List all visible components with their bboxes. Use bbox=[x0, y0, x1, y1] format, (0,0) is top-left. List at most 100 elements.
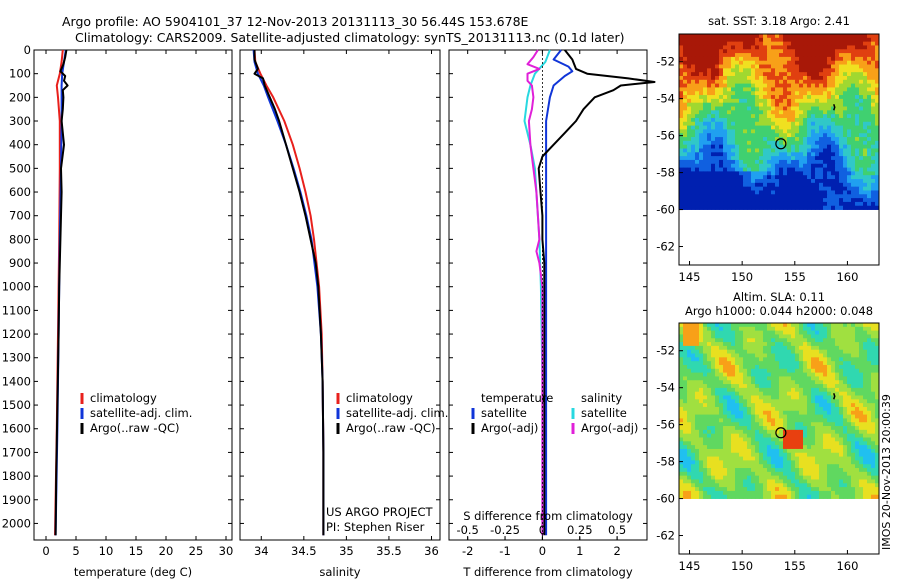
sla-map-cell bbox=[699, 448, 704, 454]
sst-map-cell bbox=[771, 114, 776, 119]
sla-map-cell bbox=[791, 410, 796, 415]
sst-map-cell bbox=[719, 41, 724, 46]
sst-map-cell bbox=[807, 175, 812, 180]
sst-map-cell bbox=[839, 148, 844, 153]
sla-map-cell bbox=[871, 410, 876, 415]
sst-map-cell bbox=[739, 98, 744, 104]
sla-map-cell bbox=[803, 437, 808, 442]
sst-map-cell bbox=[731, 121, 736, 126]
sla-map-cell bbox=[759, 353, 764, 358]
sla-map-cell bbox=[867, 429, 872, 435]
sst-map-cell bbox=[687, 45, 692, 50]
sla-map-cell bbox=[855, 429, 860, 435]
sla-map-cell bbox=[815, 323, 820, 328]
sst-map-cell bbox=[719, 129, 724, 134]
sla-map-cell bbox=[779, 326, 784, 332]
sst-map-cell bbox=[867, 102, 872, 107]
sst-map-cell bbox=[703, 41, 708, 46]
sst-map-cell bbox=[755, 179, 760, 184]
sla-map-cell bbox=[731, 437, 736, 442]
sst-map-cell bbox=[715, 198, 720, 203]
temperature-ytick-label: 0 bbox=[24, 43, 31, 57]
sla-map-cell bbox=[683, 468, 688, 473]
sst-map-cell bbox=[851, 83, 856, 88]
sst-map-cell bbox=[683, 75, 688, 81]
sst-map-cell bbox=[863, 205, 868, 210]
sst-map-cell bbox=[763, 137, 768, 142]
sla-map-cell bbox=[691, 448, 696, 454]
sst-map-cell bbox=[791, 60, 796, 65]
sst-map-cell bbox=[779, 114, 784, 119]
sst-map-cell bbox=[811, 152, 816, 157]
sla-map-cell bbox=[867, 349, 872, 354]
sst-map-cell bbox=[715, 117, 720, 123]
sst-map-cell bbox=[835, 95, 840, 100]
sla-map-cell bbox=[831, 342, 836, 347]
sst-map-cell bbox=[699, 140, 704, 146]
sst-map-cell bbox=[859, 198, 864, 203]
sla-map-cell bbox=[819, 456, 824, 461]
sla-map-cell bbox=[799, 399, 804, 404]
sst-map-cell bbox=[727, 159, 732, 165]
sla-map-cell bbox=[839, 342, 844, 347]
sst-map-cell bbox=[723, 64, 728, 69]
sst-map-cell bbox=[711, 190, 716, 195]
sst-map-cell bbox=[715, 79, 720, 85]
sla-map-cell bbox=[703, 460, 708, 465]
sst-map-cell bbox=[687, 87, 692, 92]
sla-map-cell bbox=[835, 330, 840, 335]
sst-map-cell bbox=[711, 37, 716, 43]
sst-map-cell bbox=[775, 98, 780, 104]
sst-map-cell bbox=[771, 45, 776, 50]
sla-map-cell bbox=[847, 479, 852, 484]
sst-map-cell bbox=[691, 117, 696, 123]
sst-map-cell bbox=[743, 106, 748, 111]
sst-map-cell bbox=[755, 194, 760, 199]
sla-map-cell bbox=[687, 338, 692, 343]
sst-map-cell bbox=[863, 190, 868, 195]
sst-map-cell bbox=[859, 175, 864, 180]
sst-map-cell bbox=[819, 182, 824, 188]
sst-map-cell bbox=[779, 37, 784, 43]
sla-map-cell bbox=[815, 391, 820, 396]
sst-map-cell bbox=[767, 167, 772, 172]
sst-map-cell bbox=[715, 64, 720, 69]
sst-map-cell bbox=[683, 49, 688, 54]
sst-map-cell bbox=[811, 53, 816, 58]
sst-map-cell bbox=[707, 125, 712, 130]
sla-map-cell bbox=[847, 403, 852, 408]
sst-map-cell bbox=[839, 152, 844, 157]
sst-map-cell bbox=[707, 171, 712, 176]
sst-map-cell bbox=[827, 182, 832, 188]
sla-map-cell bbox=[847, 399, 852, 404]
sst-map-cell bbox=[815, 186, 820, 191]
sst-map-cell bbox=[695, 148, 700, 153]
sst-map-cell bbox=[679, 182, 684, 188]
sst-map-cell bbox=[823, 140, 828, 146]
sla-map-cell bbox=[835, 334, 840, 339]
sst-map-cell bbox=[871, 152, 876, 157]
sst-map-cell bbox=[847, 83, 852, 88]
sla-map-cell bbox=[811, 342, 816, 347]
sst-map-cell bbox=[731, 95, 736, 100]
sla-map-cell bbox=[679, 345, 684, 351]
sst-map-cell bbox=[751, 49, 756, 54]
sst-map-cell bbox=[779, 167, 784, 172]
sla-map-cell bbox=[723, 433, 728, 438]
sst-map-cell bbox=[823, 125, 828, 130]
sst-map-cell bbox=[811, 95, 816, 100]
sst-map-cell bbox=[759, 56, 764, 62]
sst-map-cell bbox=[811, 34, 816, 39]
sla-map-cell bbox=[747, 361, 752, 366]
sla-map-cell bbox=[875, 471, 880, 477]
sla-map-cell bbox=[763, 372, 768, 377]
sst-map-cell bbox=[691, 98, 696, 104]
sla-map-cell bbox=[783, 353, 788, 358]
sla-map-cell bbox=[863, 471, 868, 477]
sla-map-cell bbox=[735, 384, 740, 389]
sla-map-cell bbox=[707, 494, 712, 499]
sst-map-cell bbox=[851, 106, 856, 111]
sst-map-cell bbox=[787, 205, 792, 210]
sla-map-cell bbox=[711, 490, 716, 496]
sla-map-cell bbox=[691, 452, 696, 457]
